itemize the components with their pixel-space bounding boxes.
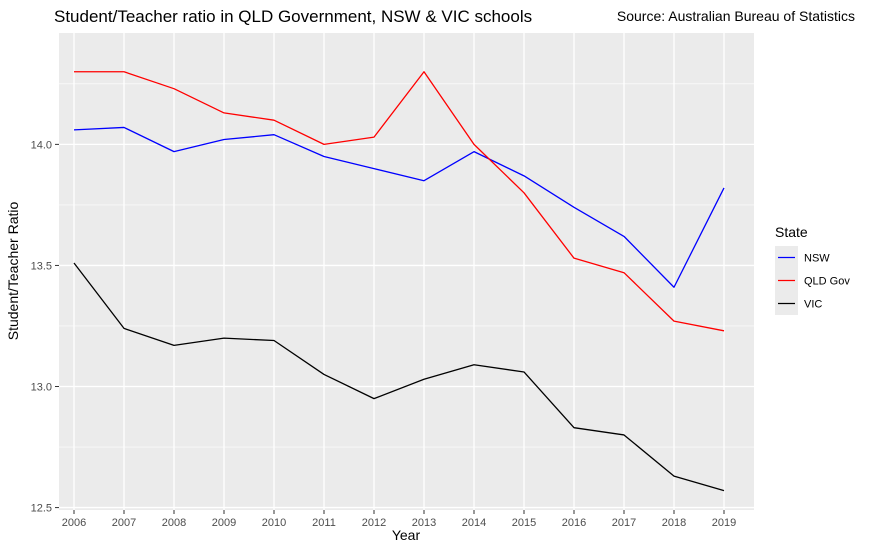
x-tick-label: 2006 [62,517,86,529]
x-tick-label: 2013 [412,517,436,529]
series-line-qld-gov [74,71,725,332]
y-tick-label: 12.5 [31,503,52,515]
x-axis-title: Year [392,527,421,543]
plot-panel [59,33,754,510]
series-lines [73,71,725,492]
series-line-nsw [73,126,725,288]
y-tick-label: 13.5 [31,260,52,272]
x-tick-label: 2018 [662,517,686,529]
x-tick-label: 2014 [462,517,486,529]
x-tick-label: 2008 [162,517,186,529]
x-tick-label: 2009 [212,517,236,529]
x-tick-label: 2012 [362,517,386,529]
x-tick-label: 2011 [312,517,336,529]
legend: State NSW QLD Gov VIC [775,224,850,315]
y-axis: 12.5 13.0 13.5 14.0 [31,139,59,515]
legend-label-qld-gov: QLD Gov [804,276,850,288]
x-axis: 2006 2007 2008 2009 2010 2011 2012 2013 2014 2015… [62,510,736,529]
x-tick-label: 2015 [512,517,536,529]
y-tick-label: 13.0 [31,382,52,394]
y-axis-title: Student/Teacher Ratio [5,202,21,341]
x-tick-label: 2019 [712,517,736,529]
legend-label-nsw: NSW [804,253,830,265]
chart-source: Source: Australian Bureau of Statistics [617,8,855,24]
y-tick-label: 14.0 [31,139,52,151]
legend-title: State [775,224,808,240]
legend-label-vic: VIC [804,299,822,311]
x-tick-label: 2017 [612,517,636,529]
series-line-vic [73,262,725,492]
x-tick-label: 2010 [262,517,286,529]
x-tick-label: 2007 [112,517,136,529]
legend-items: NSW QLD Gov VIC [775,246,850,315]
x-tick-label: 2016 [562,517,586,529]
chart-title: Student/Teacher ratio in QLD Government,… [54,7,532,26]
